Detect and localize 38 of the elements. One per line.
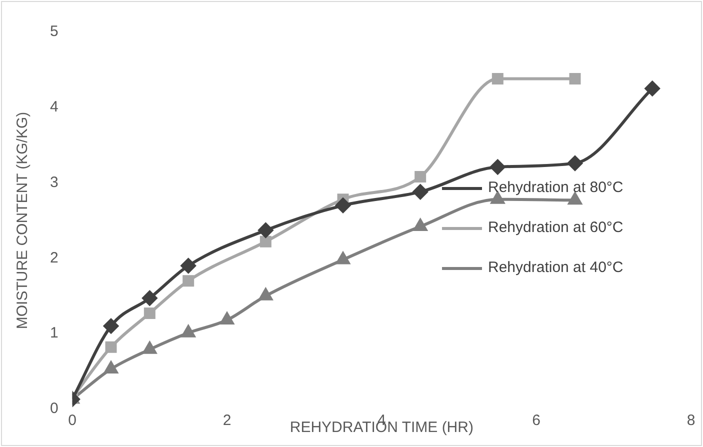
point xyxy=(569,73,581,84)
point xyxy=(142,342,156,354)
point xyxy=(336,252,350,264)
point xyxy=(568,192,582,205)
point xyxy=(142,290,158,306)
point xyxy=(104,362,118,374)
point xyxy=(412,184,428,200)
y-tick-label: 0 xyxy=(50,400,58,418)
y-axis-title: MOISTURE CONTENT (KG/KG) xyxy=(14,112,32,330)
legend-label: Rehydration at 60°C xyxy=(488,218,624,238)
y-tick-label: 5 xyxy=(50,23,58,40)
point xyxy=(568,156,582,171)
point xyxy=(644,81,660,96)
point xyxy=(182,275,194,287)
x-tick-label: 6 xyxy=(532,412,541,430)
legend-label: Rehydration at 80°C xyxy=(488,178,624,198)
point xyxy=(182,325,196,338)
y-tick-label: 3 xyxy=(50,174,58,191)
legend-label: Rehydration at 40°C xyxy=(488,258,624,278)
point xyxy=(144,308,156,319)
point xyxy=(490,159,506,174)
y-tick-label: 2 xyxy=(50,249,58,266)
point xyxy=(104,318,119,334)
point xyxy=(414,219,428,232)
point xyxy=(180,258,196,274)
point xyxy=(260,236,272,248)
x-tick-label: 0 xyxy=(68,412,77,430)
point xyxy=(105,341,117,353)
y-tick-label: 4 xyxy=(50,98,58,116)
point xyxy=(414,171,426,183)
point xyxy=(258,288,272,300)
y-tick-label: 1 xyxy=(50,324,58,342)
point xyxy=(492,73,504,84)
x-tick-label: 2 xyxy=(222,412,232,430)
point xyxy=(258,222,274,238)
x-tick-label: 8 xyxy=(686,412,696,430)
point xyxy=(220,312,234,325)
point xyxy=(336,198,351,213)
